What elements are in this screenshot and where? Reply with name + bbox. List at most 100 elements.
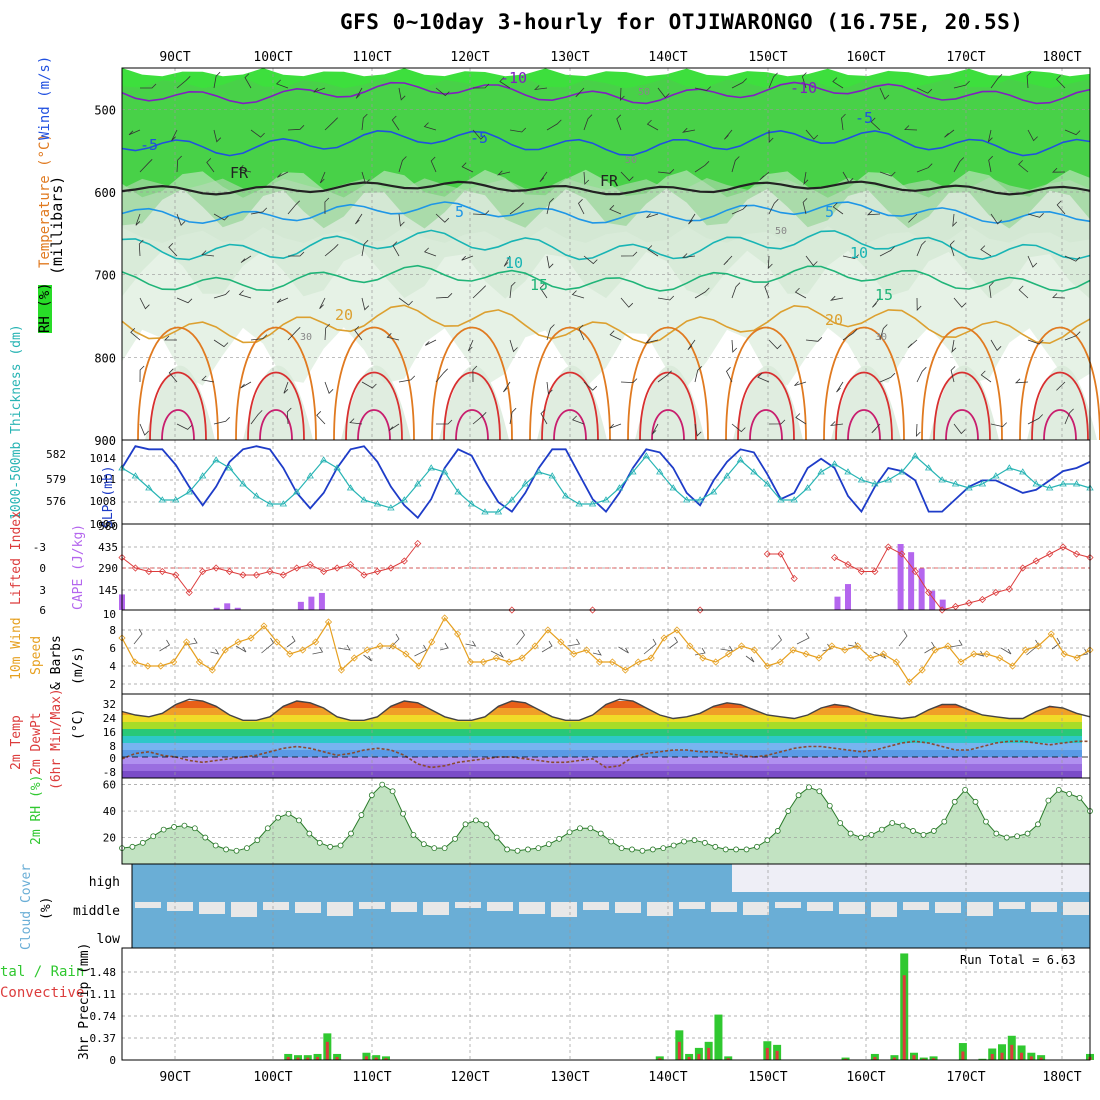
rh-marker bbox=[129, 843, 136, 850]
warm-temperature-contour bbox=[431, 326, 513, 441]
x-tick-top-label: 140CT bbox=[648, 50, 687, 65]
precip-convective-bar bbox=[658, 1058, 662, 1060]
wind-ytick: 10 bbox=[103, 608, 116, 621]
wind-barb bbox=[509, 339, 518, 353]
wind-barb bbox=[201, 250, 215, 257]
wind-barb bbox=[392, 241, 400, 257]
precip-total-bar bbox=[685, 1053, 694, 1060]
wind-axis-label-1: 10m Wind bbox=[9, 617, 24, 680]
precip-convective-bar bbox=[922, 1058, 926, 1060]
wind-speed-marker bbox=[595, 658, 604, 666]
wind-barb bbox=[509, 281, 516, 299]
wind-speed-marker bbox=[776, 658, 784, 666]
wind-barb bbox=[467, 339, 474, 352]
cape-bar bbox=[929, 590, 936, 610]
rh-marker bbox=[701, 839, 708, 846]
lifted-index-marker bbox=[992, 588, 1000, 597]
thickness-marker bbox=[225, 464, 234, 471]
x-tick-bottom-label: 130CT bbox=[550, 1070, 589, 1085]
precip-convective-bar bbox=[316, 1056, 320, 1060]
lifted-index-marker bbox=[777, 550, 785, 558]
cape-ytick: 290 bbox=[98, 562, 118, 575]
warm-temperature-contour bbox=[1031, 371, 1089, 441]
precip-ytick: 0.37 bbox=[90, 1032, 117, 1045]
rh-marker bbox=[483, 821, 490, 828]
surface-wind-barb bbox=[975, 650, 985, 657]
lifted-index-marker bbox=[1019, 564, 1027, 572]
warm-temperature-contour bbox=[933, 371, 991, 441]
thickness-marker bbox=[884, 476, 893, 483]
x-tick-top-label: 150CT bbox=[748, 50, 787, 65]
wind-barb bbox=[240, 255, 252, 263]
thickness-marker bbox=[978, 480, 987, 487]
cloud-clear-middle bbox=[647, 902, 673, 916]
slp-ytick: 1008 bbox=[90, 495, 117, 508]
lifted-index-marker bbox=[938, 606, 946, 614]
warm-temperature-contour bbox=[847, 409, 881, 441]
temperature-color-band bbox=[122, 750, 1082, 757]
rh-marker bbox=[358, 812, 365, 818]
wind-barb bbox=[277, 171, 289, 178]
wind-speed-marker bbox=[1034, 642, 1042, 650]
wind-barb bbox=[657, 295, 675, 301]
cloud-clear-middle bbox=[967, 902, 993, 916]
lifted-index-marker bbox=[172, 571, 180, 579]
run-total-label: Run Total = 6.63 bbox=[960, 953, 1076, 967]
rh-marker bbox=[733, 846, 740, 853]
lifted-index-marker bbox=[1059, 543, 1067, 551]
rh-marker bbox=[816, 788, 823, 795]
chart-title: GFS 0~10day 3-hourly for OTJIWARONGO (16… bbox=[340, 10, 1024, 34]
wind-barb bbox=[168, 368, 178, 383]
thickness-marker bbox=[924, 464, 933, 471]
wind-barb bbox=[768, 198, 779, 215]
wind-barb bbox=[759, 171, 770, 181]
wind-barb bbox=[731, 339, 738, 353]
wind-speed-marker bbox=[492, 654, 500, 662]
wind-speed-marker bbox=[260, 622, 268, 630]
rh-marker bbox=[785, 808, 792, 814]
wind-barb bbox=[723, 255, 733, 266]
wind-axis-label: Wind (m/s) bbox=[37, 56, 53, 140]
x-tick-bottom-label: 140CT bbox=[648, 1070, 687, 1085]
wind-barb bbox=[546, 198, 554, 215]
lifted-index-marker bbox=[965, 599, 973, 607]
rh-marker bbox=[691, 837, 698, 844]
wind-barb bbox=[609, 423, 622, 429]
wind-barb bbox=[651, 423, 659, 435]
wind-barb bbox=[1052, 293, 1066, 299]
wind-barb bbox=[879, 324, 888, 341]
rain-legend-label: tal / Rain bbox=[0, 964, 84, 980]
thickness-marker bbox=[844, 468, 852, 475]
precip-total-bar bbox=[978, 1058, 987, 1060]
wind-barb bbox=[423, 247, 437, 257]
rh-marker bbox=[389, 788, 396, 795]
temperature-color-band bbox=[122, 708, 1082, 715]
surface-wind-barb bbox=[949, 639, 963, 648]
warm-temperature-contour bbox=[149, 371, 207, 441]
wind-barb bbox=[681, 253, 696, 259]
surface-wind-barb bbox=[439, 642, 449, 651]
wind-barb bbox=[355, 213, 363, 225]
contour-label: -5 bbox=[140, 136, 158, 154]
thickness-marker bbox=[454, 488, 462, 495]
wind-barb bbox=[583, 171, 590, 185]
precip-convective-bar bbox=[844, 1058, 848, 1060]
lifted-index-marker bbox=[844, 560, 852, 569]
rh-marker bbox=[545, 841, 552, 848]
lifted-index-marker bbox=[199, 567, 207, 576]
contour-label: -10 bbox=[500, 69, 527, 87]
wind-barb bbox=[287, 125, 305, 131]
x-tick-bottom-label: 110CT bbox=[352, 1070, 391, 1085]
wind-barb bbox=[879, 372, 896, 383]
wind-barb bbox=[349, 418, 363, 425]
warm-temperature-contour bbox=[1019, 326, 1100, 441]
wind-barb bbox=[430, 156, 437, 173]
warm-temperature-contour bbox=[725, 326, 807, 441]
x-tick-top-label: 160CT bbox=[846, 50, 885, 65]
wind-barb bbox=[879, 246, 895, 257]
rh-marker bbox=[316, 839, 323, 846]
thickness-marker bbox=[642, 452, 651, 459]
surface-wind-barb bbox=[720, 645, 734, 652]
x-tick-bottom-label: 180CT bbox=[1042, 1070, 1081, 1085]
wind-barb bbox=[213, 129, 222, 143]
